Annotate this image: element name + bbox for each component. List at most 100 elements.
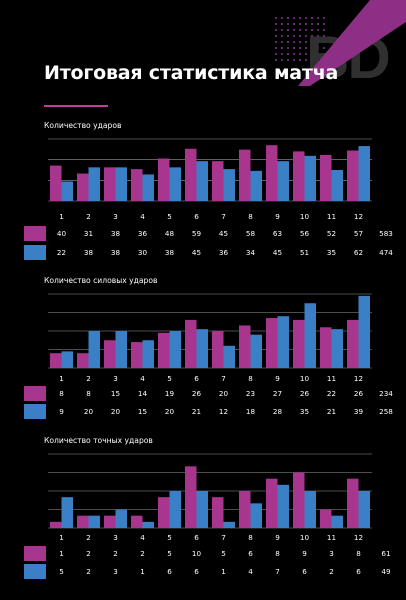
value-label: 4 xyxy=(248,567,253,576)
category-label: 10 xyxy=(300,533,310,542)
value-label: 19 xyxy=(165,389,175,398)
value-label: 63 xyxy=(273,229,282,238)
bar-series1 xyxy=(320,327,332,368)
bar-series2 xyxy=(61,351,73,368)
category-label: 7 xyxy=(221,533,226,542)
category-label: 2 xyxy=(86,533,91,542)
value-label: 9 xyxy=(302,549,307,558)
category-label: 4 xyxy=(140,374,145,383)
bar-series2 xyxy=(169,491,181,528)
bar-series1 xyxy=(77,353,89,368)
bar-series1 xyxy=(50,353,62,368)
category-label: 12 xyxy=(354,374,363,383)
bar-series1 xyxy=(104,167,116,201)
category-label: 8 xyxy=(248,533,253,542)
value-label: 62 xyxy=(354,248,363,257)
bar-series2 xyxy=(142,521,154,528)
value-label: 48 xyxy=(165,229,175,238)
category-label: 5 xyxy=(167,374,172,383)
category-label: 10 xyxy=(300,212,310,221)
chart-title-shots: Количество ударов xyxy=(44,121,122,130)
legend-swatch-series2 xyxy=(24,564,46,579)
bar-series1 xyxy=(320,154,332,201)
chart-title-power-shots: Количество силовых ударов xyxy=(44,276,158,285)
value-label: 6 xyxy=(356,567,361,576)
value-label: 26 xyxy=(300,389,310,398)
value-label: 8 xyxy=(59,389,64,398)
value-label: 6 xyxy=(167,567,172,576)
value-label: 1 xyxy=(221,567,226,576)
value-label: 12 xyxy=(219,407,228,416)
category-label: 2 xyxy=(86,212,91,221)
total-label: 583 xyxy=(379,229,393,238)
value-label: 21 xyxy=(192,407,201,416)
value-label: 5 xyxy=(59,567,64,576)
total-label: 49 xyxy=(381,567,391,576)
value-label: 45 xyxy=(273,248,282,257)
bar-series2 xyxy=(61,181,73,201)
value-label: 27 xyxy=(273,389,282,398)
bar-series2 xyxy=(277,484,289,528)
value-label: 6 xyxy=(248,549,253,558)
category-label: 12 xyxy=(354,533,363,542)
value-label: 22 xyxy=(57,248,66,257)
bar-series1 xyxy=(266,318,278,368)
category-label: 6 xyxy=(194,374,199,383)
bar-series1 xyxy=(131,169,143,201)
value-label: 51 xyxy=(300,248,309,257)
value-label: 38 xyxy=(111,229,121,238)
value-label: 5 xyxy=(221,549,226,558)
value-label: 6 xyxy=(194,567,199,576)
value-label: 38 xyxy=(165,248,175,257)
category-label: 1 xyxy=(59,374,64,383)
bar-series1 xyxy=(158,332,170,368)
category-label: 3 xyxy=(113,533,118,542)
value-label: 2 xyxy=(86,549,91,558)
value-label: 6 xyxy=(302,567,307,576)
bar-series2 xyxy=(88,167,100,201)
bar-series1 xyxy=(347,319,359,368)
value-label: 22 xyxy=(327,389,336,398)
value-label: 30 xyxy=(138,248,148,257)
value-label: 1 xyxy=(59,549,64,558)
bar-series1 xyxy=(239,149,251,201)
bar-series2 xyxy=(358,146,370,201)
category-label: 11 xyxy=(327,212,336,221)
value-label: 3 xyxy=(329,549,334,558)
category-label: 9 xyxy=(275,533,280,542)
value-label: 34 xyxy=(246,248,256,257)
chart-title-accurate-shots: Количество точных ударов xyxy=(44,436,153,445)
value-label: 10 xyxy=(192,549,202,558)
value-label: 39 xyxy=(354,407,364,416)
bar-series1 xyxy=(104,340,116,368)
bar-series1 xyxy=(77,173,89,201)
legend-swatch-series1 xyxy=(24,386,46,401)
category-label: 7 xyxy=(221,374,226,383)
bar-series1 xyxy=(185,466,197,528)
bar-series1 xyxy=(185,319,197,368)
bar-series2 xyxy=(331,170,343,201)
bar-series2 xyxy=(115,167,127,201)
value-label: 18 xyxy=(246,407,256,416)
value-label: 2 xyxy=(86,567,91,576)
bar-series2 xyxy=(88,331,100,368)
bar-series2 xyxy=(115,509,127,528)
value-label: 8 xyxy=(86,389,91,398)
value-label: 5 xyxy=(167,549,172,558)
category-label: 11 xyxy=(327,533,336,542)
value-label: 8 xyxy=(275,549,280,558)
value-label: 40 xyxy=(57,229,67,238)
value-label: 57 xyxy=(354,229,363,238)
category-label: 8 xyxy=(248,374,253,383)
category-label: 4 xyxy=(140,212,145,221)
bar-series2 xyxy=(196,491,208,528)
category-label: 9 xyxy=(275,212,280,221)
value-label: 15 xyxy=(111,389,120,398)
value-label: 20 xyxy=(84,407,94,416)
chart-power-shots: 1 2 3 4 5 6 7 8 9 10 11 128 8 15 14 19 26 20 23 27 26 22 26 234… xyxy=(24,293,393,419)
bar-series1 xyxy=(293,151,305,201)
total-label: 61 xyxy=(381,549,390,558)
value-label: 59 xyxy=(192,229,202,238)
bar-series2 xyxy=(223,521,235,528)
